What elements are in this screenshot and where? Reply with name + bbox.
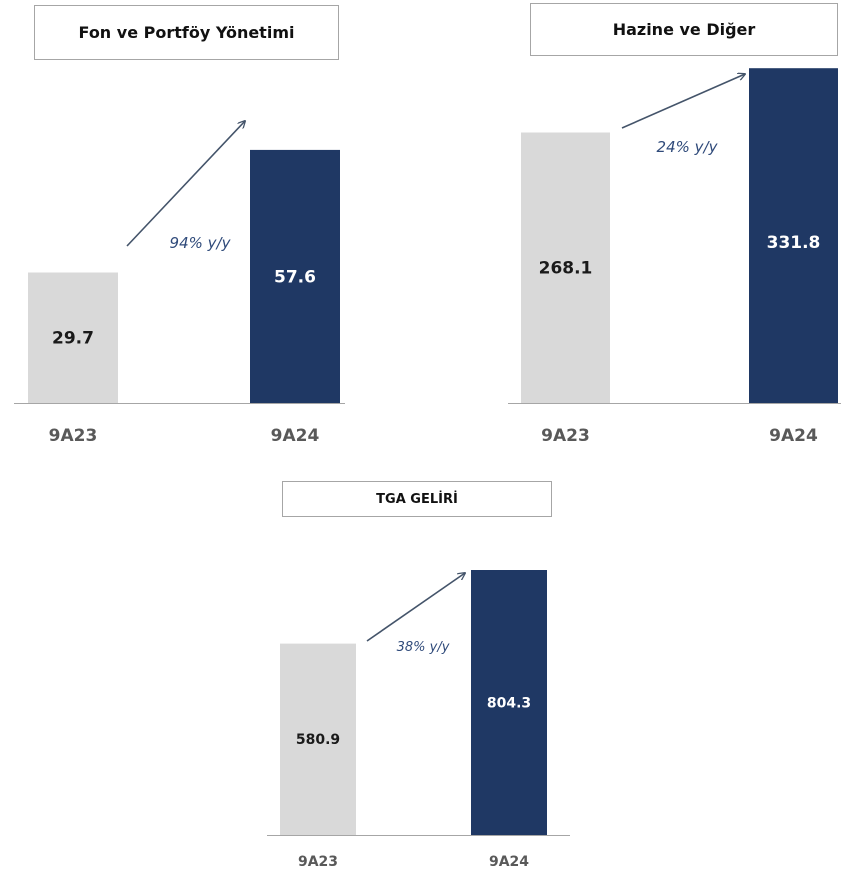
- growth-arrow: [366, 573, 465, 642]
- bar-value-label: 29.7: [52, 329, 94, 349]
- bar-value-label: 804.3: [487, 695, 531, 711]
- bar-value-label: 57.6: [274, 267, 316, 287]
- bar-9a23: [521, 132, 610, 403]
- growth-arrow: [621, 74, 745, 129]
- bar-9a23: [280, 643, 356, 835]
- bar-9a24: [250, 149, 340, 403]
- chart-title: TGA GELİRİ: [282, 481, 552, 517]
- chart-tga-geliri: TGA GELİRİ 580.9 9A23 804.3 9A24 38% y/y: [260, 475, 580, 874]
- bar-value-label: 331.8: [767, 233, 821, 253]
- bar-value-label: 580.9: [296, 732, 340, 748]
- bar-9a24: [749, 68, 838, 403]
- growth-annotation: 24% y/y: [657, 138, 719, 156]
- chart-title: Fon ve Portföy Yönetimi: [34, 5, 339, 60]
- chart-plot: 580.9 9A23 804.3 9A24 38% y/y: [267, 570, 570, 870]
- bar-9a24: [471, 570, 547, 835]
- x-tick-label: 9A24: [489, 854, 529, 870]
- growth-annotation: 94% y/y: [170, 234, 232, 252]
- chart-plot: 29.7 9A23 57.6 9A24 94% y/y: [14, 0, 345, 446]
- bar-9a23: [28, 272, 118, 403]
- growth-arrow: [126, 121, 245, 247]
- x-tick-label: 9A23: [298, 854, 338, 870]
- x-tick-label: 9A23: [49, 426, 98, 446]
- bar-value-label: 268.1: [539, 259, 593, 279]
- x-tick-label: 9A24: [271, 426, 320, 446]
- chart-plot: 268.1 9A23 331.8 9A24 24% y/y: [508, 68, 841, 446]
- x-tick-label: 9A24: [769, 426, 818, 446]
- x-tick-label: 9A23: [541, 426, 590, 446]
- chart-fon-portfoy: Fon ve Portföy Yönetimi 29.7 9A23 57.6 9A24…: [0, 0, 350, 450]
- chart-hazine-diger: Hazine ve Diğer 268.1 9A23 331.8 9A24 24% y/…: [505, 0, 843, 450]
- growth-annotation: 38% y/y: [397, 640, 450, 655]
- chart-title: Hazine ve Diğer: [530, 3, 838, 56]
